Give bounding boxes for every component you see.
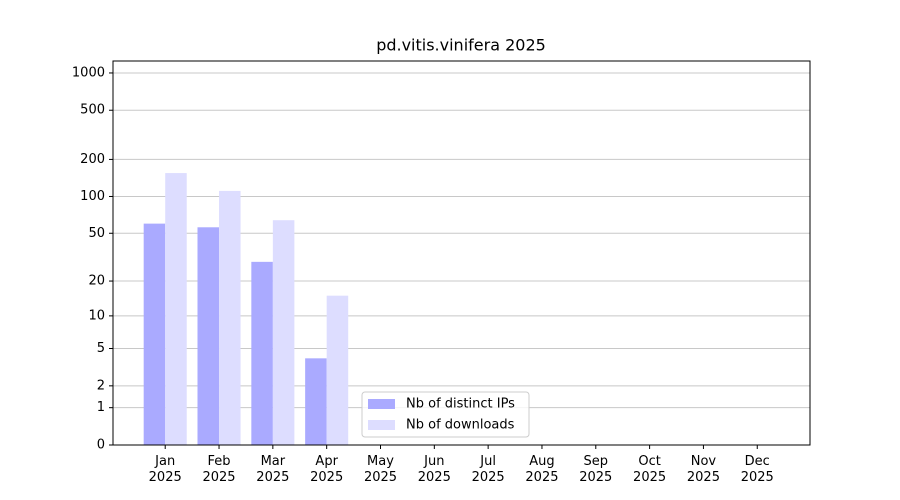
x-tick-label: Jun 2025: [417, 454, 451, 485]
x-tick-label: Dec 2025: [740, 454, 774, 485]
y-tick-label: 1: [97, 400, 105, 415]
x-tick-label: Mar 2025: [256, 454, 290, 485]
y-tick-label: 0: [97, 438, 105, 453]
x-tick-label: Apr 2025: [310, 454, 344, 485]
bar: [326, 295, 349, 445]
x-tick-label: Sep 2025: [579, 454, 613, 485]
bar: [165, 173, 187, 445]
y-tick-label: 500: [80, 103, 105, 118]
y-tick-label: 10: [88, 308, 105, 323]
y-tick-label: 2: [97, 378, 105, 393]
y-tick-label: 5: [97, 341, 105, 356]
bar: [251, 261, 273, 445]
x-tick-label: Jan 2025: [148, 454, 182, 485]
bar: [305, 358, 327, 445]
y-tick-label: 20: [88, 274, 105, 289]
y-tick-label: 1000: [72, 65, 105, 80]
y-tick-label: 50: [88, 226, 105, 241]
plot-frame: [112, 60, 811, 446]
legend-label: Nb of downloads: [406, 418, 515, 433]
y-tick-label: 200: [80, 152, 105, 167]
x-tick-label: Aug 2025: [525, 454, 559, 485]
bar: [143, 223, 166, 445]
x-tick-label: May 2025: [363, 454, 398, 485]
x-tick-label: Oct 2025: [633, 454, 667, 485]
x-tick-label: Feb 2025: [202, 454, 236, 485]
x-tick-label: Jul 2025: [471, 454, 505, 485]
legend-label: Nb of distinct IPs: [406, 397, 515, 412]
bar: [272, 220, 295, 445]
chart-title: pd.vitis.vinifera 2025: [376, 36, 546, 55]
legend-swatch: [368, 420, 395, 430]
bar: [197, 227, 220, 445]
y-tick-label: 100: [80, 189, 105, 204]
legend: Nb of distinct IPs Nb of downloads: [361, 391, 530, 438]
bar: [219, 190, 241, 445]
x-tick-label: Nov 2025: [686, 454, 720, 485]
legend-swatch: [368, 399, 395, 409]
legend-frame: [361, 391, 530, 438]
